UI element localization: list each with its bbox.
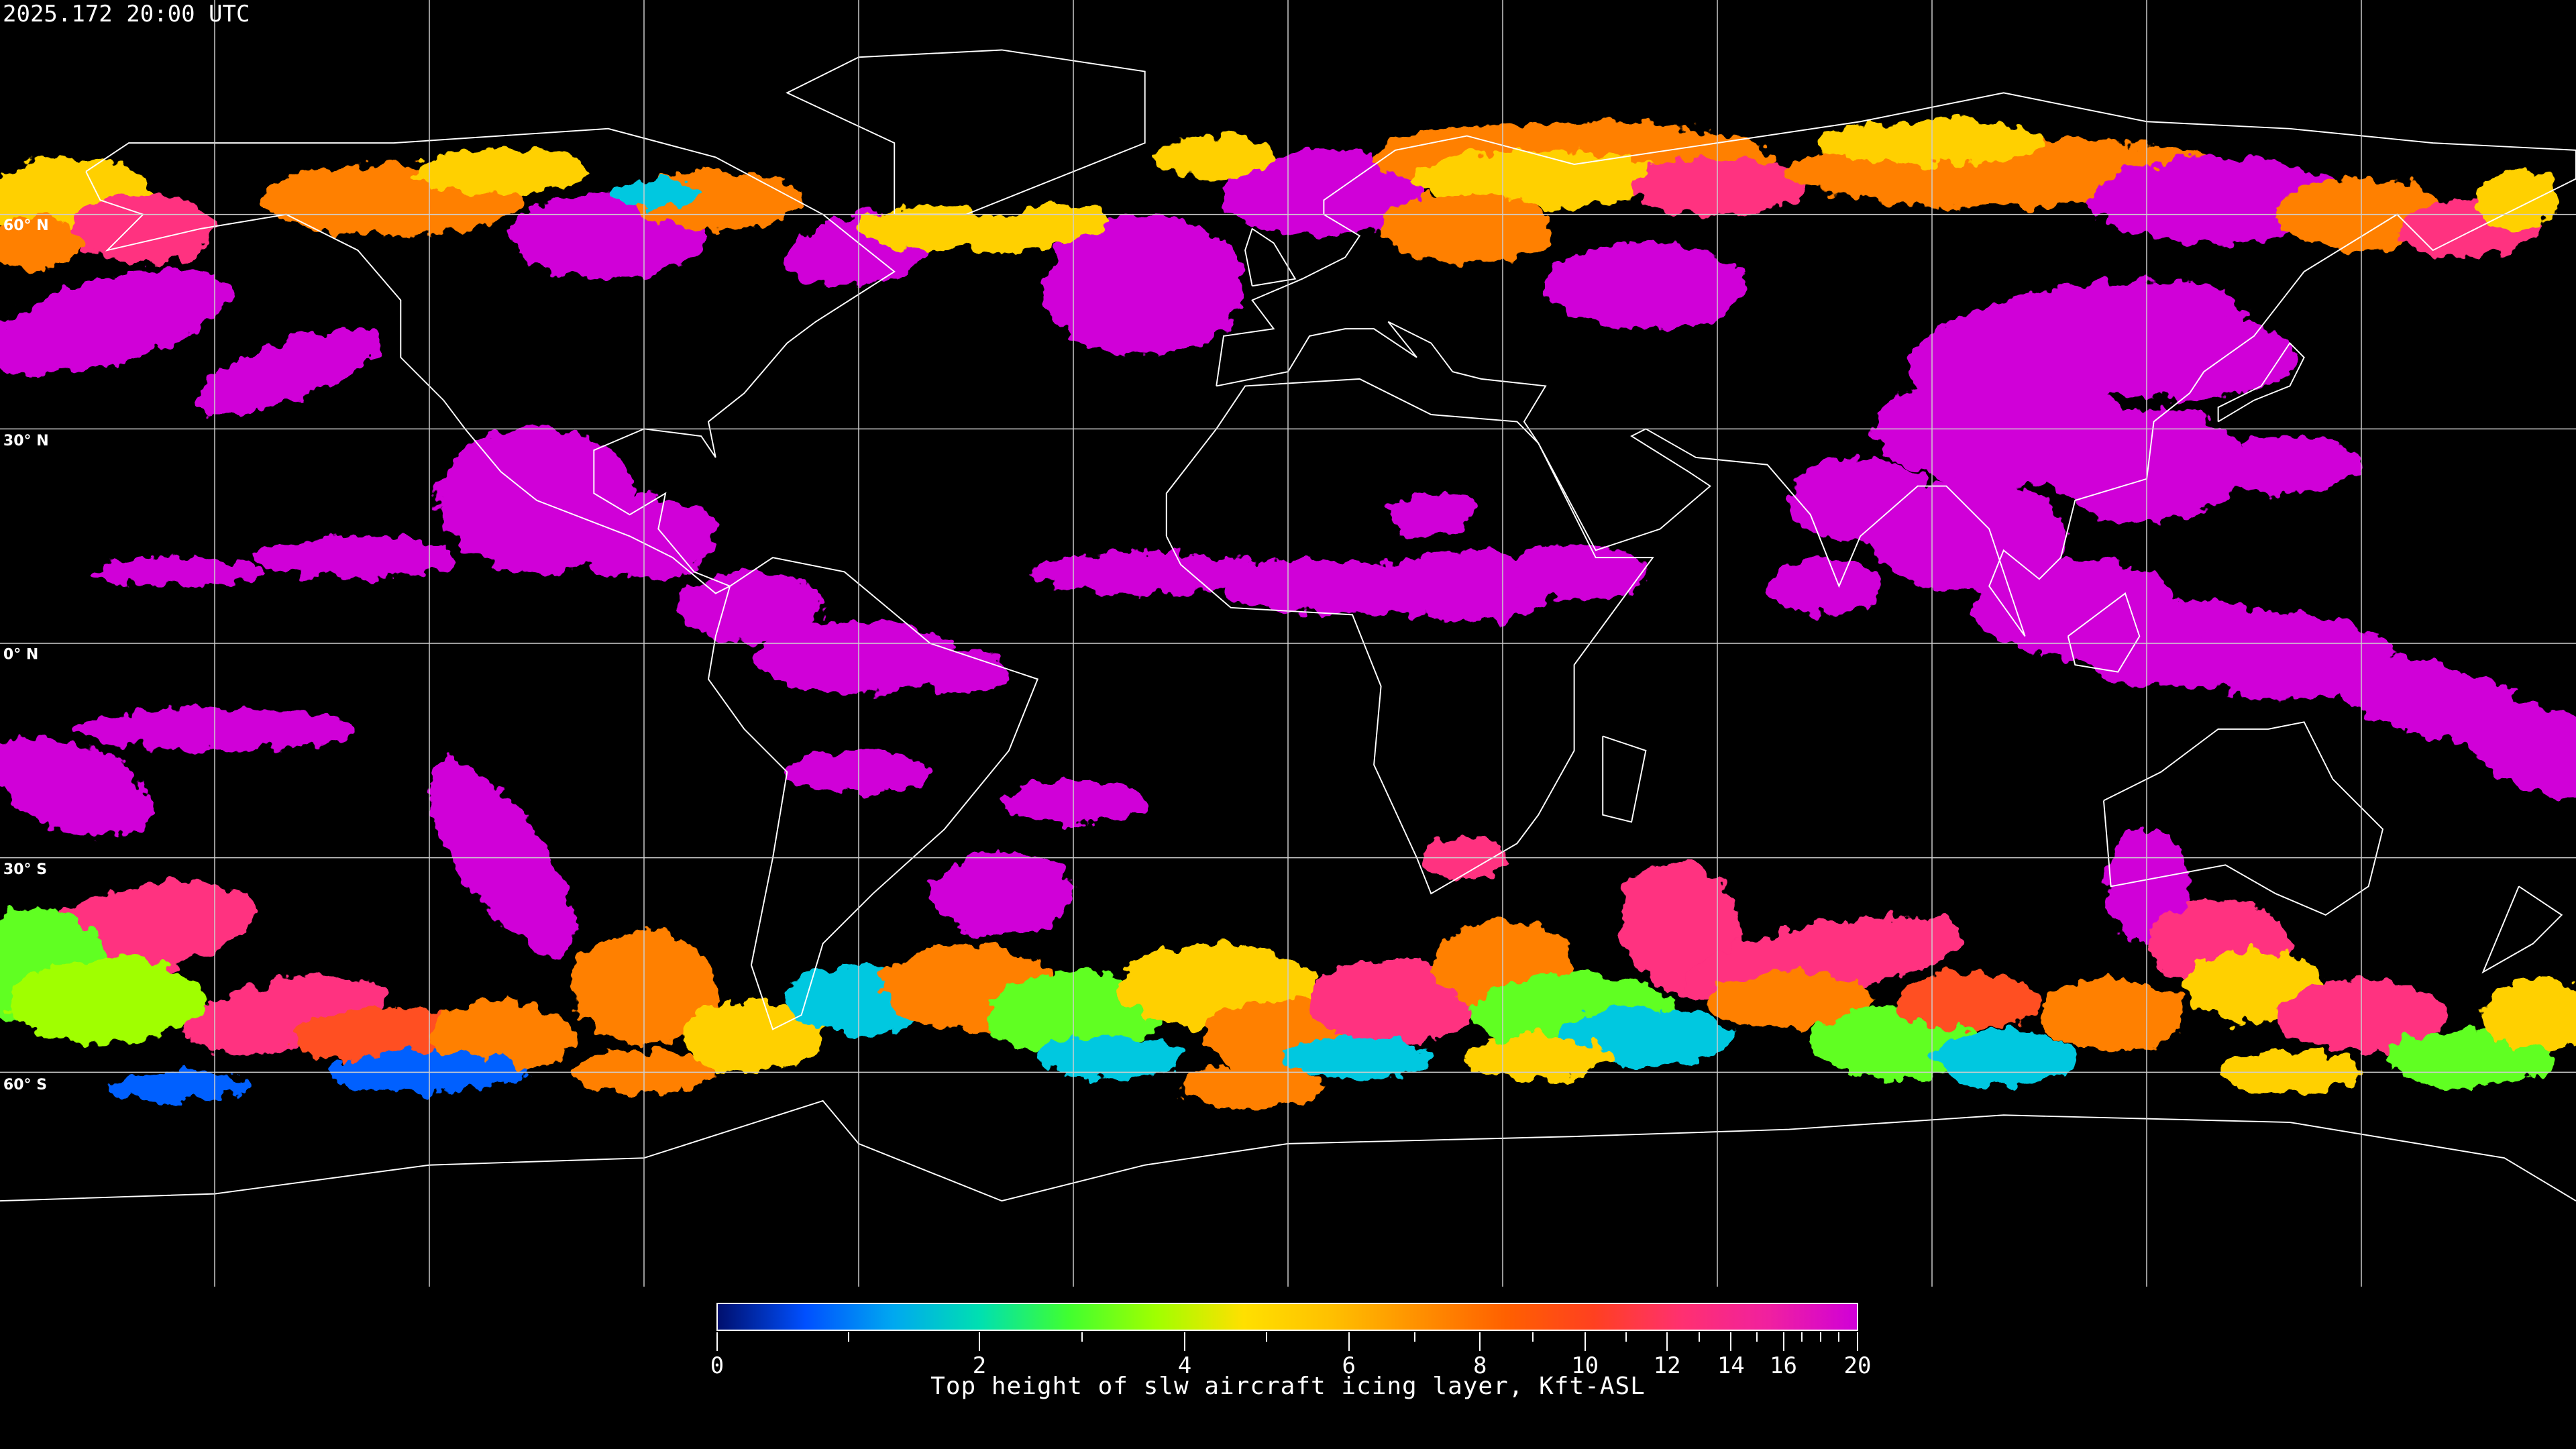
colorbar-minor-tick: [1838, 1332, 1840, 1342]
icing-cloud-region: [257, 536, 458, 580]
icing-cloud-region: [415, 150, 587, 193]
coastline-japan: [2217, 341, 2305, 423]
colorbar-major-tick: [1857, 1332, 1858, 1351]
lat-label-60n: 60° N: [3, 217, 49, 234]
icing-cloud-region: [107, 1072, 251, 1101]
lat-label-60s: 60° S: [3, 1077, 47, 1093]
colorbar-major-tick: [716, 1332, 718, 1351]
icing-cloud-region: [1466, 1036, 1610, 1079]
icing-cloud-region: [2483, 979, 2576, 1051]
colorbar-major-tick: [1730, 1332, 1732, 1351]
icing-cloud-region: [1044, 214, 1246, 358]
icing-cloud-region: [1409, 150, 1668, 208]
latitude-labels: 60° N 30° N 0° N 30° S 60° S: [3, 217, 49, 1093]
icing-cloud-region: [930, 851, 1074, 936]
icing-cloud-region: [191, 328, 381, 416]
icing-cloud-region: [2475, 171, 2562, 229]
colorbar-minor-tick: [1413, 1332, 1415, 1342]
icing-cloud-region: [1159, 136, 1274, 179]
coastline-new-zealand: [2481, 885, 2563, 974]
icing-cloud-region: [1288, 1036, 1432, 1079]
icing-cloud-region: [1546, 243, 1746, 329]
coastline-madagascar: [1602, 735, 1647, 823]
colorbar-minor-tick: [1532, 1332, 1534, 1342]
colorbar-tick-label: 2: [972, 1352, 987, 1379]
colorbar-minor-tick: [1698, 1332, 1700, 1342]
colorbar-major-tick: [1184, 1332, 1185, 1351]
colorbar-tick-label: 12: [1653, 1352, 1681, 1379]
colorbar-major-tick: [1584, 1332, 1586, 1351]
icing-cloud-region: [0, 268, 233, 375]
icing-cloud-region: [1037, 1036, 1181, 1079]
icing-layer-clouds: [0, 121, 2576, 1108]
colorbar-tick-label: 20: [1843, 1352, 1872, 1379]
icing-cloud-region: [1868, 478, 2068, 594]
colorbar-tick-label: 16: [1770, 1352, 1797, 1379]
colorbar-major-tick: [1782, 1332, 1784, 1351]
coastline-africa: [1165, 378, 1654, 895]
colorbar-major-tick: [1479, 1332, 1481, 1351]
icing-map: 60° N 30° N 0° N 30° S 60° S: [0, 0, 2576, 1287]
coastline-australia: [2102, 721, 2384, 916]
icing-cloud-region: [71, 193, 215, 265]
icing-cloud-region: [1503, 543, 1646, 601]
colorbar-tick-label: 6: [1342, 1352, 1356, 1379]
icing-cloud-region: [680, 572, 823, 643]
icing-cloud-region: [1703, 972, 1875, 1030]
icing-cloud-region: [859, 207, 1002, 250]
icing-cloud-region: [1224, 557, 1424, 615]
colorbar-tick-label: 10: [1571, 1352, 1599, 1379]
colorbar-minor-tick: [1266, 1332, 1268, 1342]
icing-cloud-region: [615, 178, 702, 208]
colorbar-tick-label: 0: [710, 1352, 724, 1379]
icing-cloud-region: [1896, 972, 2039, 1030]
lat-label-0n: 0° N: [3, 646, 38, 663]
icing-cloud-region: [0, 214, 79, 272]
lat-lon-grid: [0, 0, 2576, 1287]
coastline-greenland: [786, 49, 1146, 215]
icing-cloud-region: [2039, 979, 2183, 1051]
coastlines: [0, 49, 2576, 1202]
icing-cloud-region: [967, 204, 1108, 254]
icing-cloud-region: [1767, 557, 1882, 615]
coastline-north-america: [85, 127, 896, 594]
coastline-eurasia: [1216, 92, 2576, 637]
colorbar-minor-tick: [847, 1332, 849, 1342]
icing-cloud-region: [2068, 314, 2298, 400]
lat-label-30s: 30° S: [3, 861, 47, 878]
timestamp: 2025.172 20:00 UTC: [3, 1, 250, 28]
icing-cloud-region: [0, 736, 154, 837]
icing-cloud-region: [1388, 493, 1474, 537]
icing-cloud-region: [1381, 193, 1553, 265]
colorbar-ticks: 0 2 4 6 8 10 12 14 16 20: [710, 1332, 1871, 1386]
colorbar-minor-tick: [1081, 1332, 1083, 1342]
colorbar-minor-tick: [1819, 1332, 1821, 1342]
coastline-borneo: [2067, 592, 2141, 673]
colorbar-major-tick: [979, 1332, 980, 1351]
colorbar-caption: Top height of slw aircraft icing layer, …: [930, 1373, 1646, 1400]
icing-cloud-region: [2218, 435, 2361, 494]
colorbar-minor-tick: [1801, 1332, 1803, 1342]
coastline-antarctica: [0, 1099, 2576, 1202]
colorbar-major-tick: [1348, 1332, 1350, 1351]
icing-cloud-region: [2471, 703, 2576, 798]
colorbar-tick-label: 4: [1177, 1352, 1192, 1379]
colorbar-minor-tick: [1625, 1332, 1627, 1342]
colorbar-major-tick: [1666, 1332, 1668, 1351]
icing-cloud-region: [93, 557, 265, 586]
colorbar-tick-label: 14: [1717, 1352, 1745, 1379]
icing-cloud-region: [7, 957, 208, 1044]
coastline-south-america: [707, 557, 1039, 1030]
icing-cloud-region: [1181, 1065, 1324, 1108]
colorbar-tick-label: 8: [1473, 1352, 1487, 1379]
icing-cloud-region: [922, 650, 1009, 694]
lat-label-30n: 30° N: [3, 433, 49, 449]
icing-cloud-region: [1932, 1029, 2076, 1087]
colorbar-minor-tick: [1756, 1332, 1758, 1342]
colorbar: [716, 1303, 1858, 1331]
icing-cloud-region: [680, 1000, 823, 1073]
